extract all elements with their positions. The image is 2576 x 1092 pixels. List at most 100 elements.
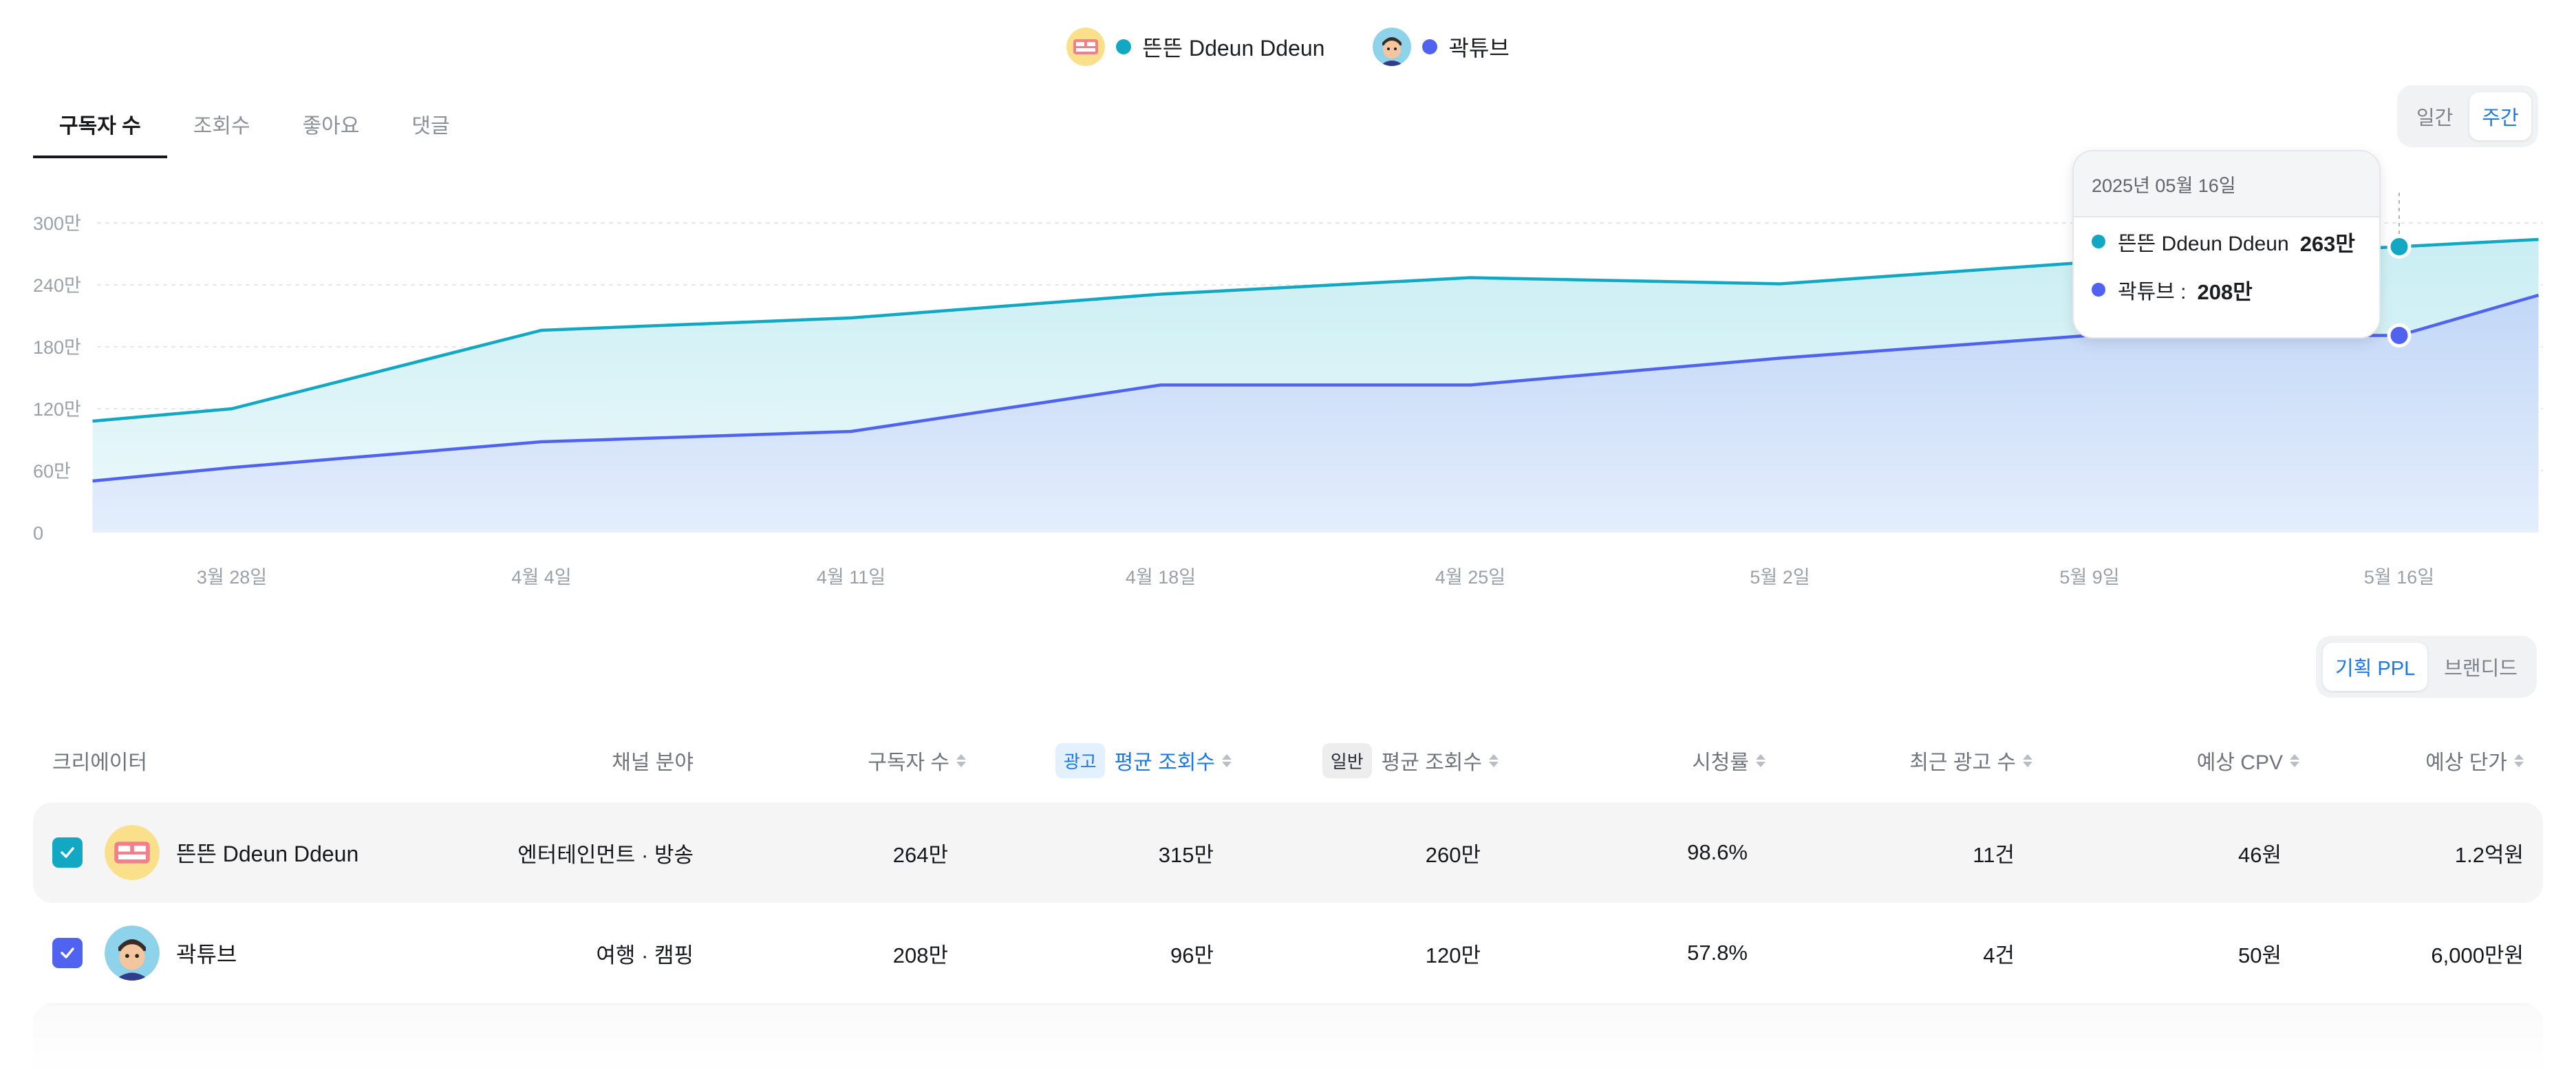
header-subscribers-label: 구독자 수 (868, 751, 949, 774)
header-subscribers[interactable]: 구독자 수 (868, 740, 966, 781)
header-cpv[interactable]: 예상 CPV (2197, 740, 2299, 781)
tab-subscribers[interactable]: 구독자 수 (33, 95, 167, 158)
ad-type-branded-button[interactable]: 브랜디드 (2444, 658, 2518, 680)
ad-badge: 광고 (1055, 742, 1105, 778)
hover-marker (2387, 235, 2412, 259)
cell-subscribers: 208만 (892, 943, 948, 967)
ddeun-logo-avatar-icon (1066, 28, 1106, 66)
tooltip-label-ddeun: 뜬뜬 Ddeun Ddeun (2118, 233, 2289, 255)
legend-label-ddeun: 뜬뜬 Ddeun Ddeun (1142, 36, 1325, 61)
cell-view-rate: 57.8% (1687, 941, 1748, 965)
header-ad-avg-views[interactable]: 광고 평균 조회수 (1055, 740, 1232, 781)
tab-comments[interactable]: 댓글 (411, 115, 450, 138)
y-tick-label: 180만 (33, 337, 81, 358)
tooltip-row-ddeun: 뜬뜬 Ddeun Ddeun 263만 (2074, 217, 2379, 266)
legend-item-kwak[interactable]: 곽튜브 (1373, 28, 1510, 66)
cell-general-avg-views: 260만 (1425, 842, 1481, 867)
cell-cpv: 46원 (2237, 842, 2282, 867)
x-tick-label: 5월 2일 (1750, 567, 1810, 588)
x-tick-label: 4월 11일 (817, 567, 886, 588)
cell-recent-ads: 11건 (1973, 842, 2015, 867)
y-tick-label: 0 (33, 523, 43, 544)
cell-ad-avg-views: 96만 (1170, 943, 1214, 967)
chart-legend: 뜬뜬 Ddeun Ddeun 곽튜브 (0, 28, 2576, 66)
tooltip-label-kwak: 곽튜브 : (2118, 281, 2187, 303)
sort-icon (2514, 753, 2524, 767)
cell-general-avg-views: 120만 (1425, 943, 1481, 967)
ad-type-ppl-button[interactable]: 기획 PPL (2323, 643, 2428, 691)
general-badge: 일반 (1322, 742, 1372, 778)
table-row[interactable]: 곽튜브 여행 · 캠핑 208만 96만 120만 57.8% 4건 50원 6… (33, 903, 2543, 1003)
table-row[interactable]: 뜬뜬 Ddeun Ddeun 엔터테인먼트 · 방송 264만 315만 260… (33, 802, 2543, 903)
y-tick-label: 240만 (33, 275, 81, 296)
x-tick-label: 4월 25일 (1435, 567, 1505, 588)
header-general-avg-views-label: 평균 조회수 (1381, 751, 1482, 774)
header-general-avg-views[interactable]: 일반 평균 조회수 (1322, 740, 1499, 781)
cell-ad-avg-views: 315만 (1158, 842, 1214, 867)
sort-icon (2290, 753, 2299, 767)
table-header: 크리에이터 채널 분야 구독자 수 광고 평균 조회수 일반 평균 조회수 시청… (33, 740, 2543, 781)
y-tick-label: 300만 (33, 213, 81, 234)
header-category: 채널 분야 (612, 751, 694, 774)
tooltip-dot-kwak (2092, 283, 2105, 297)
cell-price: 6,000만원 (2431, 943, 2524, 967)
scroll-fade (0, 1005, 2576, 1092)
legend-label-kwak: 곽튜브 (1448, 36, 1510, 61)
sort-icon (2023, 753, 2032, 767)
y-tick-label: 120만 (33, 399, 81, 420)
ad-type-toggle: 기획 PPL 브랜디드 (2316, 636, 2537, 698)
sort-icon (1489, 753, 1499, 767)
header-price-label: 예상 단가 (2425, 751, 2507, 774)
check-icon (61, 847, 74, 858)
header-price[interactable]: 예상 단가 (2425, 740, 2524, 781)
check-icon (61, 948, 74, 959)
x-tick-label: 4월 18일 (1126, 567, 1196, 588)
tooltip-dot-ddeun (2092, 235, 2105, 248)
x-tick-label: 3월 28일 (197, 567, 267, 588)
cell-view-rate: 98.6% (1687, 840, 1748, 864)
sort-icon (1756, 753, 1765, 767)
x-tick-label: 4월 4일 (511, 567, 571, 588)
kwak-avatar-icon (105, 925, 160, 981)
cell-category: 엔터테인먼트 · 방송 (517, 842, 694, 867)
header-cpv-label: 예상 CPV (2196, 751, 2283, 774)
tab-likes[interactable]: 좋아요 (302, 115, 360, 138)
period-toggle: 일간 주간 (2397, 85, 2538, 147)
series-area (92, 295, 2539, 533)
tab-views[interactable]: 조회수 (193, 115, 250, 138)
cell-price: 1.2억원 (2454, 842, 2524, 867)
x-tick-label: 5월 16일 (2364, 567, 2434, 588)
period-daily-button[interactable]: 일간 (2416, 107, 2454, 129)
legend-item-ddeun[interactable]: 뜬뜬 Ddeun Ddeun (1066, 28, 1324, 66)
x-tick-label: 5월 9일 (2059, 567, 2119, 588)
legend-dot-ddeun (1116, 39, 1132, 54)
cell-category: 여행 · 캠핑 (596, 943, 694, 967)
kwak-avatar-icon (1373, 28, 1412, 66)
header-view-rate[interactable]: 시청률 (1692, 740, 1765, 781)
creator-name[interactable]: 곽튜브 (176, 942, 237, 967)
header-recent-ads-label: 최근 광고 수 (1909, 751, 2016, 774)
sort-icon (956, 753, 966, 767)
cell-cpv: 50원 (2237, 943, 2282, 967)
cell-recent-ads: 4건 (1983, 943, 2015, 967)
period-weekly-button[interactable]: 주간 (2469, 92, 2531, 140)
header-view-rate-label: 시청률 (1692, 751, 1749, 774)
tooltip-row-kwak: 곽튜브 : 208만 (2074, 266, 2379, 314)
row-checkbox[interactable] (52, 938, 83, 968)
legend-dot-kwak (1422, 39, 1438, 54)
tooltip-value-kwak: 208만 (2197, 279, 2253, 304)
header-ad-avg-views-label: 평균 조회수 (1114, 751, 1215, 774)
header-recent-ads[interactable]: 최근 광고 수 (1909, 740, 2032, 781)
ddeun-logo-avatar-icon (105, 825, 160, 880)
creator-name[interactable]: 뜬뜬 Ddeun Ddeun (176, 842, 359, 866)
subscriber-chart: 0 60만 120만 180만 240만 300만 3월 28일 4월 4일 4월 11일 4월 … (33, 193, 2543, 588)
row-checkbox[interactable] (52, 837, 83, 868)
sort-icon (1222, 753, 1232, 767)
metric-tabs: 구독자 수 조회수 좋아요 댓글 (33, 95, 476, 158)
cell-subscribers: 264만 (892, 842, 948, 867)
hover-marker (2387, 323, 2412, 347)
header-creator: 크리에이터 (52, 751, 147, 774)
chart-tooltip: 2025년 05월 16일 뜬뜬 Ddeun Ddeun 263만 곽튜브 : … (2072, 150, 2381, 339)
tooltip-value-ddeun: 263만 (2299, 231, 2355, 256)
y-tick-label: 60만 (33, 461, 71, 482)
